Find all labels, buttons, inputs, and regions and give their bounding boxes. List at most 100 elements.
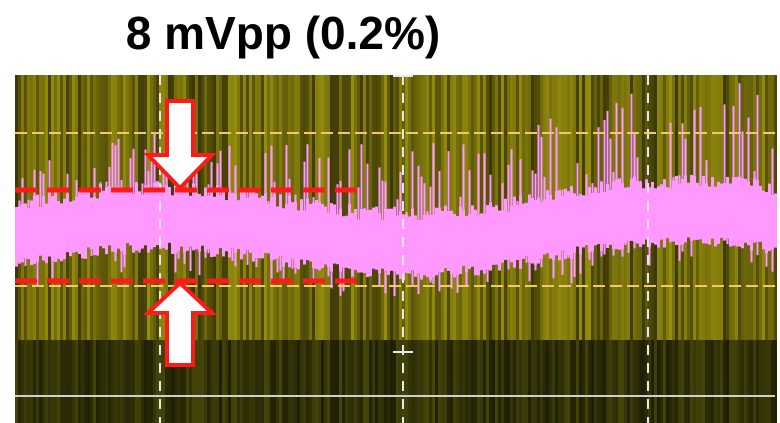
stripe — [465, 75, 468, 340]
trace-band — [756, 180, 759, 241]
stripe — [702, 340, 705, 423]
trace-band — [186, 188, 189, 251]
trace-band — [534, 200, 537, 265]
trace-band — [423, 215, 426, 276]
stripe — [405, 75, 408, 340]
trace-band — [594, 187, 597, 245]
stripe — [567, 340, 570, 423]
trace-band — [291, 202, 294, 259]
trace-band — [27, 208, 30, 259]
trace-band — [354, 209, 357, 270]
trace-band — [705, 183, 708, 243]
stripe — [33, 340, 36, 423]
stripe — [660, 340, 663, 423]
trace-band — [72, 201, 75, 253]
trace-band — [393, 207, 396, 272]
stripe — [507, 340, 510, 423]
stripe — [51, 340, 54, 423]
trace-band — [471, 205, 474, 266]
stripe — [390, 75, 393, 340]
trace-band — [738, 176, 741, 246]
trace-band — [726, 177, 729, 239]
trace-band — [678, 183, 681, 245]
stripe — [54, 340, 57, 423]
stripe — [84, 340, 87, 423]
trace-band — [372, 208, 375, 269]
stripe — [468, 340, 471, 423]
trace-band — [327, 213, 330, 268]
stripe — [450, 340, 453, 423]
stripe — [360, 340, 363, 423]
trace-band — [627, 187, 630, 241]
trace-band — [681, 179, 684, 245]
trace-band — [105, 187, 108, 254]
stripe — [291, 340, 294, 423]
trace-band — [708, 187, 711, 245]
trace-band — [528, 194, 531, 262]
stripe — [348, 340, 351, 423]
stripe — [555, 340, 558, 423]
trace-band — [504, 199, 507, 260]
stripe — [474, 340, 477, 423]
trace-band — [774, 194, 777, 248]
stripe — [519, 340, 522, 423]
trace-band — [381, 220, 384, 269]
trace-band — [93, 197, 96, 255]
stripe — [534, 340, 537, 423]
trace-band — [597, 193, 600, 244]
trace-band — [585, 195, 588, 245]
stripe — [315, 340, 318, 423]
stripe — [759, 340, 762, 423]
stripe — [462, 340, 465, 423]
stripe — [204, 340, 207, 423]
stripe — [387, 340, 390, 423]
trace-band — [768, 184, 771, 251]
stripe — [762, 340, 765, 423]
stripe — [276, 340, 279, 423]
trace-band — [345, 216, 348, 268]
stripe — [552, 340, 555, 423]
stripe — [498, 75, 501, 340]
stripe — [132, 340, 135, 423]
trace-band — [15, 207, 18, 267]
trace-band — [600, 181, 603, 251]
stripe — [351, 75, 354, 340]
stripe — [234, 340, 237, 423]
stripe — [111, 340, 114, 423]
stripe — [504, 340, 507, 423]
stripe — [696, 340, 699, 423]
stripe — [66, 340, 69, 423]
stripe — [684, 340, 687, 423]
trace-band — [663, 179, 666, 247]
stripe — [483, 340, 486, 423]
trace-band — [432, 215, 435, 278]
trace-band — [474, 210, 477, 276]
trace-band — [330, 203, 333, 271]
trace-band — [489, 202, 492, 270]
trace-band — [18, 206, 21, 263]
stripe — [765, 340, 768, 423]
stripe — [480, 340, 483, 423]
trace-band — [711, 177, 714, 239]
stripe — [744, 340, 747, 423]
trace-band — [222, 190, 225, 257]
stripe — [621, 340, 624, 423]
trace-band — [378, 213, 381, 273]
stripe — [333, 340, 336, 423]
stripe — [726, 340, 729, 423]
stripe — [453, 340, 456, 423]
trace-band — [636, 181, 639, 244]
stripe — [90, 340, 93, 423]
stripe — [672, 340, 675, 423]
stripe — [609, 340, 612, 423]
stripe — [558, 340, 561, 423]
trace-band — [447, 211, 450, 271]
trace-band — [165, 185, 168, 250]
trace-band — [690, 175, 693, 241]
stripe — [285, 340, 288, 423]
stripe — [129, 340, 132, 423]
stripe — [237, 340, 240, 423]
stripe — [366, 340, 369, 423]
stripe — [603, 340, 606, 423]
stripe — [606, 340, 609, 423]
